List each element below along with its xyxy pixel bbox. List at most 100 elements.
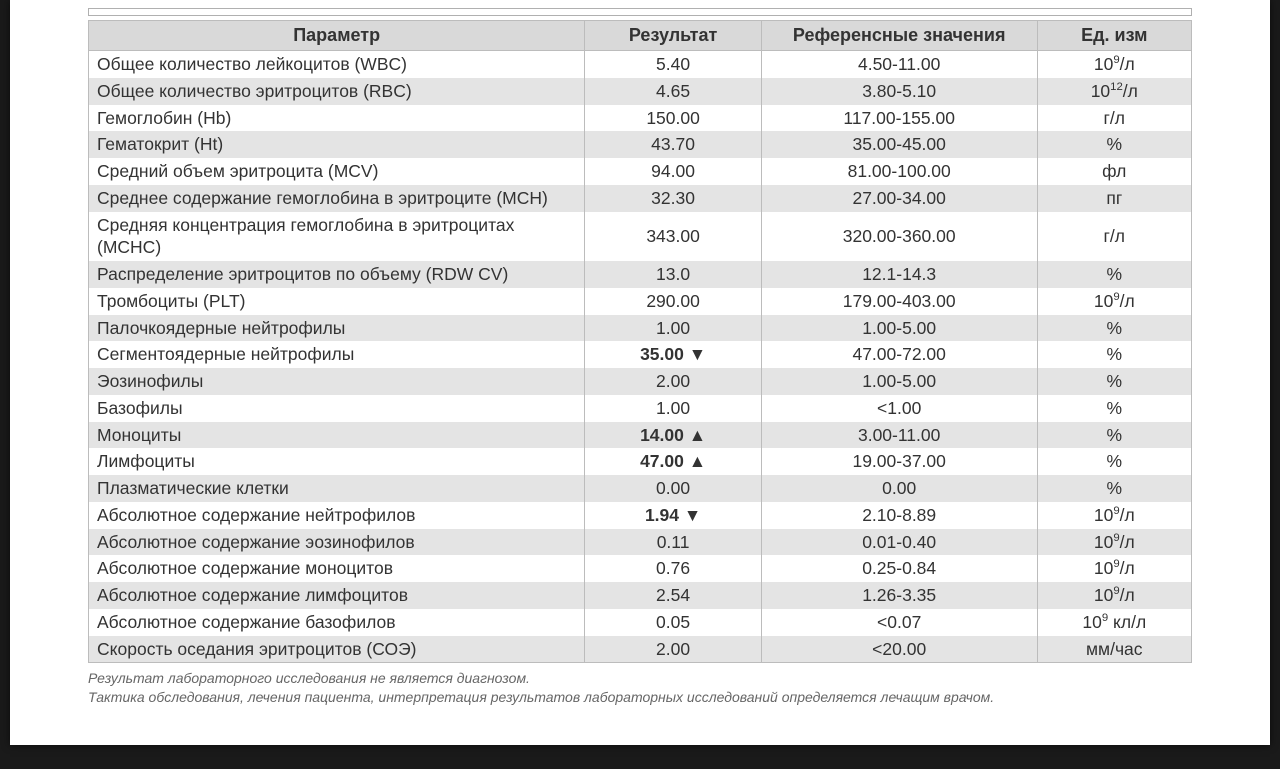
- cell-param: Распределение эритроцитов по объему (RDW…: [89, 261, 585, 288]
- cell-param: Эозинофилы: [89, 368, 585, 395]
- table-header: Параметр Результат Референсные значения …: [89, 21, 1192, 51]
- cell-unit: %: [1037, 261, 1191, 288]
- cell-reference: 19.00-37.00: [761, 448, 1037, 475]
- cell-unit: пг: [1037, 185, 1191, 212]
- cell-result: 0.76: [585, 555, 761, 582]
- cell-param: Базофилы: [89, 395, 585, 422]
- table-row: Моноциты14.00 ▲3.00-11.00%: [89, 422, 1192, 449]
- table-row: Среднее содержание гемоглобина в эритроц…: [89, 185, 1192, 212]
- cell-result: 47.00 ▲: [585, 448, 761, 475]
- col-header-result: Результат: [585, 21, 761, 51]
- cell-unit: %: [1037, 448, 1191, 475]
- cell-unit: фл: [1037, 158, 1191, 185]
- table-row: Базофилы1.00<1.00%: [89, 395, 1192, 422]
- cell-unit: 109/л: [1037, 288, 1191, 315]
- cell-unit: %: [1037, 395, 1191, 422]
- cell-param: Абсолютное содержание моноцитов: [89, 555, 585, 582]
- table-row: Абсолютное содержание лимфоцитов2.541.26…: [89, 582, 1192, 609]
- cell-reference: 12.1-14.3: [761, 261, 1037, 288]
- cell-param: Моноциты: [89, 422, 585, 449]
- col-header-reference: Референсные значения: [761, 21, 1037, 51]
- table-row: Эозинофилы2.001.00-5.00%: [89, 368, 1192, 395]
- cell-reference: 47.00-72.00: [761, 341, 1037, 368]
- cell-param: Скорость оседания эритроцитов (СОЭ): [89, 636, 585, 663]
- cell-result: 13.0: [585, 261, 761, 288]
- table-row: Тромбоциты (PLT)290.00179.00-403.00109/л: [89, 288, 1192, 315]
- cell-unit: 1012/л: [1037, 78, 1191, 105]
- cell-reference: <0.07: [761, 609, 1037, 636]
- cell-reference: 35.00-45.00: [761, 131, 1037, 158]
- cell-reference: 1.26-3.35: [761, 582, 1037, 609]
- cell-result: 14.00 ▲: [585, 422, 761, 449]
- cell-result: 1.00: [585, 395, 761, 422]
- cell-reference: 3.00-11.00: [761, 422, 1037, 449]
- cell-reference: 3.80-5.10: [761, 78, 1037, 105]
- lab-results-table: Параметр Результат Референсные значения …: [88, 20, 1192, 663]
- cell-unit: %: [1037, 341, 1191, 368]
- cell-reference: 4.50-11.00: [761, 51, 1037, 78]
- table-row: Сегментоядерные нейтрофилы35.00 ▼47.00-7…: [89, 341, 1192, 368]
- cell-unit: г/л: [1037, 212, 1191, 262]
- cell-reference: 179.00-403.00: [761, 288, 1037, 315]
- cell-result: 2.54: [585, 582, 761, 609]
- cell-unit: %: [1037, 422, 1191, 449]
- cell-reference: 27.00-34.00: [761, 185, 1037, 212]
- cell-param: Тромбоциты (PLT): [89, 288, 585, 315]
- cell-param: Среднее содержание гемоглобина в эритроц…: [89, 185, 585, 212]
- cell-param: Общее количество лейкоцитов (WBC): [89, 51, 585, 78]
- table-row: Абсолютное содержание базофилов0.05<0.07…: [89, 609, 1192, 636]
- table-row: Абсолютное содержание нейтрофилов1.94 ▼2…: [89, 502, 1192, 529]
- cell-result: 1.94 ▼: [585, 502, 761, 529]
- cell-result: 35.00 ▼: [585, 341, 761, 368]
- cell-param: Абсолютное содержание нейтрофилов: [89, 502, 585, 529]
- cell-result: 2.00: [585, 636, 761, 663]
- cell-result: 94.00: [585, 158, 761, 185]
- cell-param: Гемоглобин (Hb): [89, 105, 585, 132]
- cell-unit: 109/л: [1037, 51, 1191, 78]
- cell-result: 0.00: [585, 475, 761, 502]
- cell-result: 1.00: [585, 315, 761, 342]
- cell-unit: %: [1037, 368, 1191, 395]
- cell-param: Абсолютное содержание эозинофилов: [89, 529, 585, 556]
- cell-result: 290.00: [585, 288, 761, 315]
- table-row: Абсолютное содержание эозинофилов0.110.0…: [89, 529, 1192, 556]
- cell-reference: 0.25-0.84: [761, 555, 1037, 582]
- cell-unit: %: [1037, 131, 1191, 158]
- cell-result: 2.00: [585, 368, 761, 395]
- cell-param: Лимфоциты: [89, 448, 585, 475]
- cell-reference: 0.01-0.40: [761, 529, 1037, 556]
- table-row: Плазматические клетки0.000.00%: [89, 475, 1192, 502]
- footer-line1: Результат лабораторного исследования не …: [88, 670, 530, 686]
- table-row: Палочкоядерные нейтрофилы1.001.00-5.00%: [89, 315, 1192, 342]
- col-header-param: Параметр: [89, 21, 585, 51]
- table-row: Лимфоциты47.00 ▲19.00-37.00%: [89, 448, 1192, 475]
- cell-unit: 109/л: [1037, 582, 1191, 609]
- cell-param: Общее количество эритроцитов (RBC): [89, 78, 585, 105]
- lab-report-page: Параметр Результат Референсные значения …: [10, 0, 1270, 745]
- cell-reference: <1.00: [761, 395, 1037, 422]
- cell-param: Плазматические клетки: [89, 475, 585, 502]
- cell-unit: мм/час: [1037, 636, 1191, 663]
- cell-unit: 109 кл/л: [1037, 609, 1191, 636]
- cell-unit: %: [1037, 315, 1191, 342]
- table-row: Абсолютное содержание моноцитов0.760.25-…: [89, 555, 1192, 582]
- cell-param: Абсолютное содержание лимфоцитов: [89, 582, 585, 609]
- cell-reference: 1.00-5.00: [761, 315, 1037, 342]
- col-header-unit: Ед. изм: [1037, 21, 1191, 51]
- cell-result: 0.11: [585, 529, 761, 556]
- table-row: Общее количество эритроцитов (RBC)4.653.…: [89, 78, 1192, 105]
- cell-param: Палочкоядерные нейтрофилы: [89, 315, 585, 342]
- table-row: Скорость оседания эритроцитов (СОЭ)2.00<…: [89, 636, 1192, 663]
- cell-param: Средний объем эритроцита (MCV): [89, 158, 585, 185]
- cell-reference: 2.10-8.89: [761, 502, 1037, 529]
- cell-reference: <20.00: [761, 636, 1037, 663]
- cell-param: Абсолютное содержание базофилов: [89, 609, 585, 636]
- cell-param: Средняя концентрация гемоглобина в эритр…: [89, 212, 585, 262]
- cell-result: 343.00: [585, 212, 761, 262]
- cell-unit: 109/л: [1037, 502, 1191, 529]
- footer-line2: Тактика обследования, лечения пациента, …: [88, 689, 994, 705]
- table-body: Общее количество лейкоцитов (WBC)5.404.5…: [89, 51, 1192, 663]
- cell-reference: 81.00-100.00: [761, 158, 1037, 185]
- table-row: Средний объем эритроцита (MCV)94.0081.00…: [89, 158, 1192, 185]
- cell-result: 150.00: [585, 105, 761, 132]
